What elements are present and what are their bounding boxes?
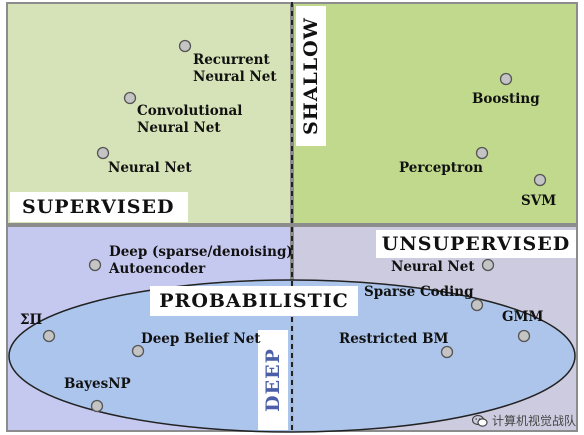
label-bayesnp: BayesNP — [64, 376, 131, 392]
watermark: 计算机视觉战队 — [471, 412, 576, 429]
label-svm: SVM — [521, 193, 557, 209]
deep-label-box: DEEP — [258, 330, 288, 430]
deep-label: DEEP — [262, 348, 285, 412]
point-sparse-coding — [470, 298, 484, 312]
points-layer — [42, 39, 547, 413]
point-perceptron — [475, 146, 489, 160]
point-bayesnp — [90, 399, 104, 413]
label-restricted-bm: Restricted BM — [339, 331, 449, 347]
watermark-text: 计算机视觉战队 — [491, 414, 576, 428]
point-restricted-bm — [440, 345, 454, 359]
shallow-label: SHALLOW — [300, 16, 322, 136]
point-rnn — [178, 39, 192, 53]
label-sigma-pi: ΣΠ — [20, 312, 43, 328]
label-neural-net-unsupervised: Neural Net — [391, 259, 475, 275]
label-recurrent-neural-net: Recurrent Neural Net — [193, 52, 277, 85]
quadrant-supervised-deep-shallow — [292, 2, 578, 225]
quadrant-supervised-shallow — [6, 2, 292, 225]
point-nn-supervised — [96, 146, 110, 160]
point-sigma-pi — [42, 329, 56, 343]
label-sparse-coding: Sparse Coding — [364, 284, 474, 300]
point-neural-net-unsupervised — [481, 258, 495, 272]
label-deep-autoencoder: Deep (sparse/denoising) Autoencoder — [109, 244, 293, 277]
label-neural-net-supervised: Neural Net — [108, 160, 192, 176]
point-deep-belief-net — [131, 344, 145, 358]
point-boosting — [499, 72, 513, 86]
label-perceptron: Perceptron — [399, 160, 483, 176]
shallow-label-box: SHALLOW — [296, 6, 326, 146]
supervised-label: SUPERVISED — [10, 192, 188, 222]
wechat-icon — [471, 414, 488, 427]
point-cnn — [123, 91, 137, 105]
probabilistic-label: PROBABILISTIC — [150, 286, 358, 316]
label-deep-belief-net: Deep Belief Net — [141, 331, 261, 347]
point-svm — [533, 173, 547, 187]
label-boosting: Boosting — [472, 91, 540, 107]
point-deep-autoencoder — [88, 258, 102, 272]
unsupervised-label: UNSUPERVISED — [376, 230, 576, 258]
label-convolutional-neural-net: Convolutional Neural Net — [137, 103, 243, 136]
point-gmm — [517, 329, 531, 343]
label-gmm: GMM — [502, 309, 544, 325]
